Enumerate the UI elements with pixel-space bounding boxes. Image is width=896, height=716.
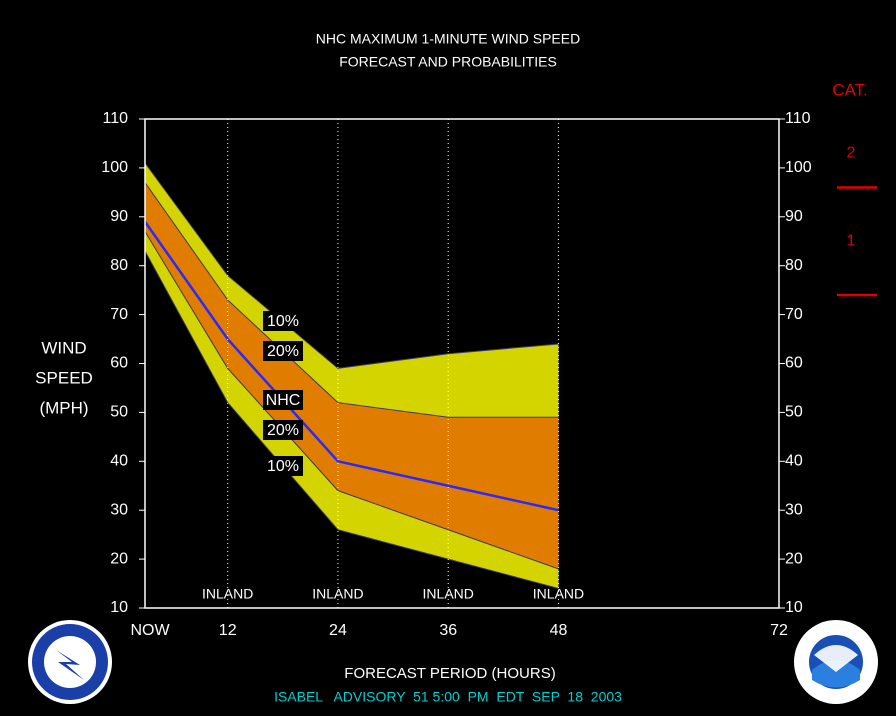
legend-label: 20% [267,422,299,439]
annotation: INLAND [312,586,363,602]
y-tick-label: 50 [110,404,128,421]
y-tick-label: 40 [110,453,128,470]
y2-tick-label: 10 [785,599,803,616]
y-tick-label: 10 [110,599,128,616]
label-box [263,456,303,476]
y-tick-label: 30 [110,501,128,518]
x-tick-label: 12 [219,622,237,639]
y2-tick-label: 70 [785,306,803,323]
legend-label: 10% [267,458,299,475]
y2-tick-label: 80 [785,257,803,274]
category-label: 2 [847,144,856,161]
y-axis-label: WIND [41,338,86,357]
y-tick-label: 90 [110,208,128,225]
annotation: INLAND [423,586,474,602]
x-tick-label: 24 [329,622,347,639]
category-title: CAT. [832,80,868,99]
label-box [263,341,303,361]
y2-tick-label: 60 [785,355,803,372]
y2-tick-label: 30 [785,501,803,518]
annotation: INLAND [533,586,584,602]
x-tick-label: 36 [439,622,457,639]
x-tick-label: 72 [770,622,788,639]
y2-tick-label: 100 [785,159,812,176]
probability-band [145,182,559,569]
legend-label: 10% [267,313,299,330]
legend-label: 20% [267,343,299,360]
y2-tick-label: 90 [785,208,803,225]
footer: ISABEL ADVISORY 51 5:00 PM EDT SEP 18 20… [274,689,622,705]
x-tick-label: NOW [130,622,170,639]
y-tick-label: 80 [110,257,128,274]
y2-tick-label: 110 [785,110,811,127]
y2-tick-label: 50 [785,404,803,421]
label-box [263,390,303,410]
category-label: 1 [847,232,856,249]
legend-label: NHC [266,392,301,409]
y-tick-label: 60 [110,355,128,372]
x-tick-label: 48 [550,622,568,639]
label-box [263,420,303,440]
chart-title: NHC MAXIMUM 1-MINUTE WIND SPEED [316,31,580,47]
y-tick-label: 20 [110,550,128,567]
y2-tick-label: 20 [785,550,803,567]
band-edge [144,231,559,570]
forecast-line [143,220,559,512]
y2-tick-label: 40 [785,453,803,470]
y-tick-label: 70 [110,306,128,323]
y-tick-label: 100 [101,159,128,176]
x-axis-label: FORECAST PERIOD (HOURS) [344,665,555,682]
label-box [263,311,303,331]
y-axis-label: (MPH) [39,398,88,417]
band-edge [144,162,559,369]
annotation: INLAND [202,586,253,602]
nws-logo [28,620,112,704]
chart-subtitle: FORECAST AND PROBABILITIES [339,54,557,70]
noaa-logo [794,620,878,704]
y-axis-label: SPEED [35,368,93,387]
band-edge [144,182,559,418]
band-edge [144,250,559,589]
y-tick-label: 110 [102,110,128,127]
